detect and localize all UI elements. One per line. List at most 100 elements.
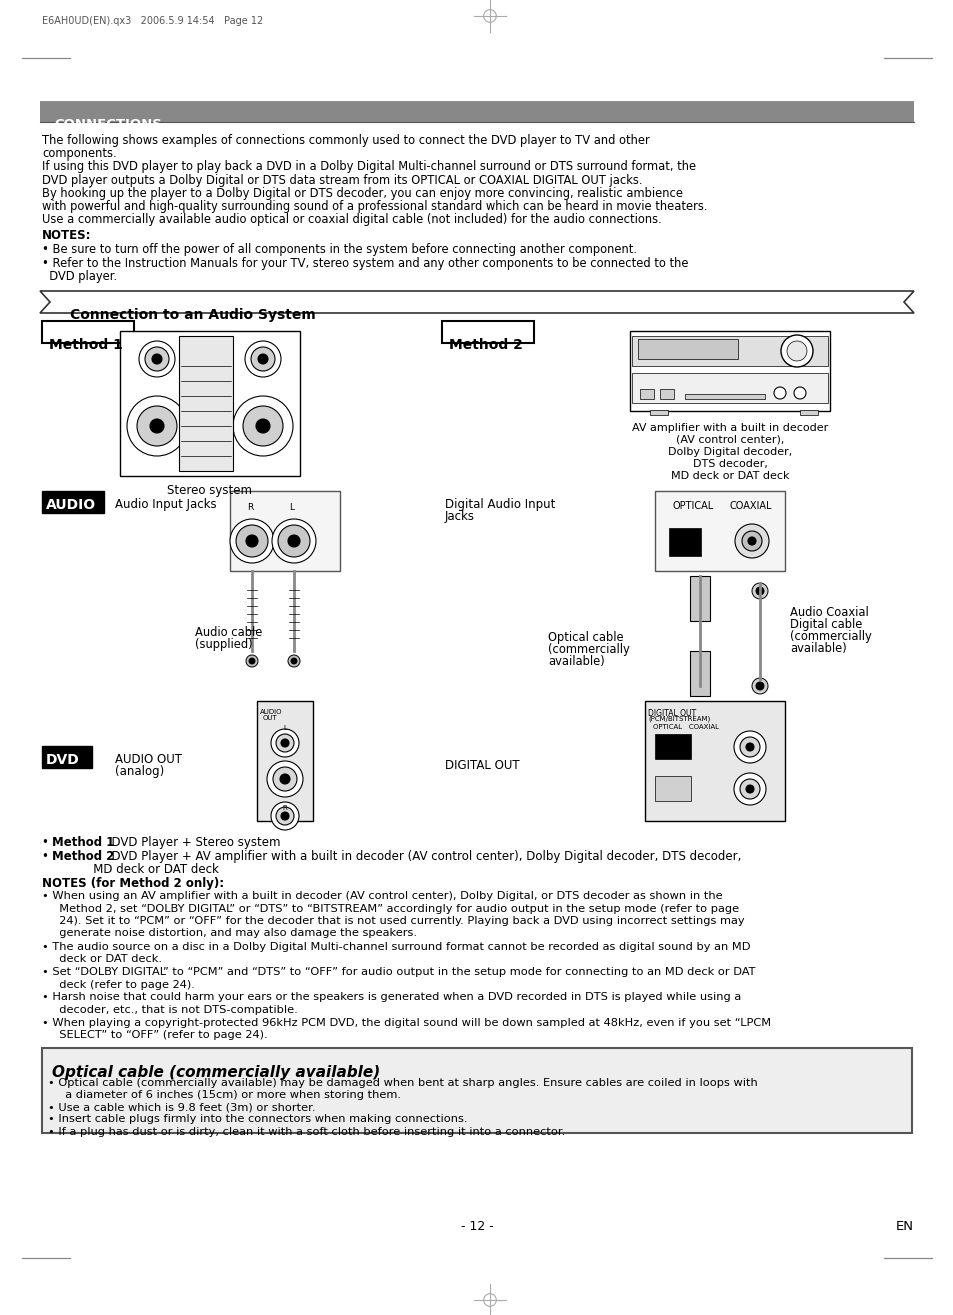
Text: • Refer to the Instruction Manuals for your TV, stereo system and any other comp: • Refer to the Instruction Manuals for y… [42,256,688,270]
Text: deck (refer to page 24).: deck (refer to page 24). [52,980,194,989]
Text: AUDIO: AUDIO [46,498,96,512]
Circle shape [773,387,785,398]
Circle shape [235,525,268,558]
Text: NOTES:: NOTES: [42,229,91,242]
Text: Method 2: Method 2 [449,338,522,352]
Text: (commercially: (commercially [547,643,629,656]
Text: Method 2, set “DOLBY DIGITAL” or “DTS” to “BITSTREAM” accordingly for audio outp: Method 2, set “DOLBY DIGITAL” or “DTS” t… [52,903,739,914]
Bar [120,331,299,476]
Circle shape [257,354,268,364]
Text: Optical cable (commercially available): Optical cable (commercially available) [52,1065,380,1081]
Circle shape [288,535,299,547]
Circle shape [245,341,281,377]
Circle shape [793,387,805,398]
Text: R: R [282,805,287,811]
Text: If using this DVD player to play back a DVD in a Dolby Digital Multi-channel sur: If using this DVD player to play back a … [42,160,696,174]
Circle shape [741,531,761,551]
Circle shape [291,658,296,664]
Text: (supplied): (supplied) [194,638,253,651]
Circle shape [233,396,293,456]
Text: By hooking up the player to a Dolby Digital or DTS decoder, you can enjoy more c: By hooking up the player to a Dolby Digi… [42,187,682,200]
Circle shape [255,419,270,433]
Circle shape [745,743,753,751]
Circle shape [251,347,274,371]
Text: Digital Audio Input: Digital Audio Input [444,498,555,512]
Bar [42,1048,911,1132]
Text: (analog): (analog) [115,765,164,778]
Circle shape [273,767,296,792]
Text: Dolby Digital decoder,: Dolby Digital decoder, [667,447,791,458]
Text: Audio cable: Audio cable [194,626,262,639]
Text: NOTES (for Method 2 only):: NOTES (for Method 2 only): [42,877,224,890]
Circle shape [781,335,812,367]
Bar [230,490,339,571]
Text: • The audio source on a disc in a Dolby Digital Multi-channel surround format ca: • The audio source on a disc in a Dolby … [42,942,750,952]
Text: Audio Input Jacks: Audio Input Jacks [115,498,216,512]
Text: (commercially: (commercially [789,630,871,643]
Text: The following shows examples of connections commonly used to connect the DVD pla: The following shows examples of connecti… [42,134,649,147]
Text: • If a plug has dust or is dirty, clean it with a soft cloth before inserting it: • If a plug has dust or is dirty, clean … [48,1127,565,1137]
Circle shape [246,535,257,547]
Circle shape [271,729,298,757]
Circle shape [281,739,289,747]
Circle shape [740,778,760,800]
Text: Optical cable: Optical cable [547,631,623,644]
Circle shape [230,519,274,563]
Text: available): available) [789,642,846,655]
Bar [668,529,700,556]
Bar [42,321,133,343]
Circle shape [733,773,765,805]
Text: • Insert cable plugs firmly into the connectors when making connections.: • Insert cable plugs firmly into the con… [48,1115,467,1124]
Bar [659,389,673,398]
Bar [800,410,817,416]
Text: • When playing a copyright-protected 96kHz PCM DVD, the digital sound will be do: • When playing a copyright-protected 96k… [42,1018,770,1028]
Circle shape [139,341,174,377]
Text: Digital cable: Digital cable [789,618,862,631]
Bar [256,701,313,821]
Polygon shape [40,291,913,313]
Text: EN: EN [895,1220,913,1233]
Circle shape [280,775,290,784]
Circle shape [740,736,760,757]
Bar [42,490,104,513]
Text: AUDIO: AUDIO [260,709,282,715]
Text: Use a commercially available audio optical or coaxial digital cable (not include: Use a commercially available audio optic… [42,213,661,226]
Text: CONNECTIONS: CONNECTIONS [54,118,162,132]
Circle shape [786,341,806,362]
Circle shape [137,406,177,446]
Text: L: L [289,504,294,512]
Text: deck or DAT deck.: deck or DAT deck. [52,953,162,964]
Text: AUDIO OUT: AUDIO OUT [115,753,182,767]
Text: DVD player.: DVD player. [42,270,117,283]
Text: • Be sure to turn off the power of all components in the system before connectin: • Be sure to turn off the power of all c… [42,243,637,256]
Circle shape [127,396,187,456]
Text: •: • [42,836,52,849]
Text: generate noise distortion, and may also damage the speakers.: generate noise distortion, and may also … [52,928,416,939]
Circle shape [755,682,763,690]
Text: DVD: DVD [46,753,80,767]
Text: with powerful and high-quality surrounding sound of a professional standard whic: with powerful and high-quality surroundi… [42,200,707,213]
Text: SELECT” to “OFF” (refer to page 24).: SELECT” to “OFF” (refer to page 24). [52,1031,268,1040]
Bar [179,337,233,471]
Circle shape [288,655,299,667]
Text: OUT: OUT [263,715,277,721]
Text: COAXIAL: COAXIAL [729,501,772,512]
Circle shape [267,761,303,797]
Text: - 12 -: - 12 - [460,1220,493,1233]
Bar [689,651,709,696]
Circle shape [747,537,755,544]
Text: • Set “DOLBY DIGITAL” to “PCM” and “DTS” to “OFF” for audio output in the setup : • Set “DOLBY DIGITAL” to “PCM” and “DTS”… [42,967,755,977]
Bar [42,746,91,768]
Text: MD deck or DAT deck: MD deck or DAT deck [670,471,788,481]
Text: a diameter of 6 inches (15cm) or more when storing them.: a diameter of 6 inches (15cm) or more wh… [58,1090,400,1099]
Bar [655,776,690,801]
Text: DIGITAL OUT: DIGITAL OUT [647,709,696,718]
Text: OPTICAL   COAXIAL: OPTICAL COAXIAL [652,725,719,730]
Bar [639,389,654,398]
Text: Connection to an Audio System: Connection to an Audio System [70,308,315,322]
Circle shape [249,658,254,664]
Text: DTS decoder,: DTS decoder, [692,459,766,469]
Circle shape [745,785,753,793]
Circle shape [751,679,767,694]
Bar [684,394,764,398]
